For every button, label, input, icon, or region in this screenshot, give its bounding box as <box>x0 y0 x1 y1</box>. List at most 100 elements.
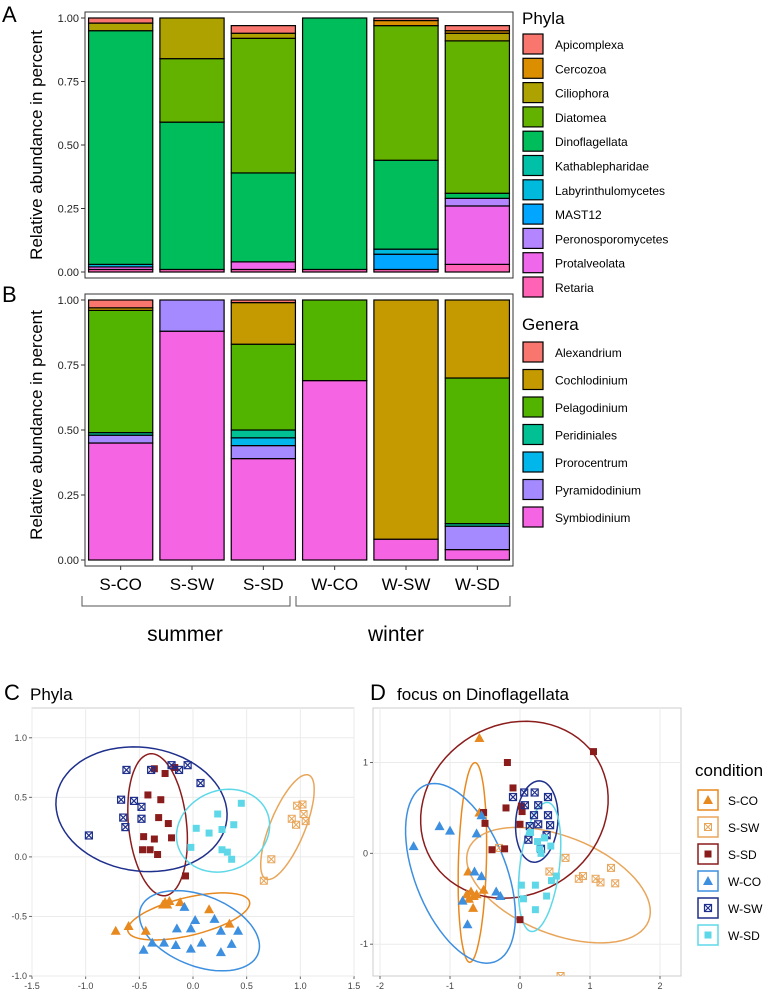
point-C-W-SW-11-cross <box>184 761 192 769</box>
bar-B-W-CO-Symbiodinium <box>301 380 368 561</box>
point-D-S-SD-6 <box>516 820 524 828</box>
point-C-W-SD-8 <box>187 843 195 851</box>
point-C-W-CO-0 <box>179 901 190 911</box>
point-D-S-SW-9-cross <box>495 844 503 852</box>
point-C-S-CO-3 <box>162 899 173 909</box>
panel-c-title: Phyla <box>30 685 73 704</box>
point-C-W-SW-10-box <box>174 765 184 775</box>
point-D-W-SW-6-cross <box>544 811 552 819</box>
point-C-W-SD-4 <box>192 824 200 832</box>
point-D-S-SW-0-cross <box>562 854 569 862</box>
panel-b-legend-title: Genera <box>522 315 579 334</box>
point-C-W-SW-5-box <box>137 802 146 811</box>
bar-A-W-SW-MAST12 <box>373 253 439 271</box>
panel-letter-c: C <box>4 680 20 705</box>
point-D-S-SW-1-box <box>574 874 583 883</box>
point-C-W-SD-2 <box>218 825 226 833</box>
point-C-W-SW-5 <box>137 802 146 811</box>
panel-D-plot: -2 -1 0 1 2 -1 0 1 <box>360 707 682 990</box>
legend-key-Pyramidodinium <box>522 478 544 501</box>
legend-key-Protalveolata <box>522 252 544 274</box>
point-C-W-CO-12 <box>226 938 237 948</box>
legend-key-Labyrinthulomycetes <box>522 179 544 201</box>
panel-B-ytick-label: 0.75 <box>58 360 79 372</box>
point-D-S-SW-4 <box>607 863 615 872</box>
point-D-W-CO-8 <box>462 919 473 929</box>
legend-label-Labyrinthulomycetes: Labyrinthulomycetes <box>555 184 665 198</box>
point-D-W-SD-7 <box>548 877 555 885</box>
point-D-S-CO-7 <box>461 889 472 899</box>
point-D-W-SD-8 <box>552 872 560 880</box>
point-D-S-SW-7 <box>545 867 554 876</box>
panel-C-ytick-label: -0.5 <box>11 911 27 921</box>
point-C-S-SW-5 <box>292 820 301 829</box>
panel-letter-b: B <box>2 282 17 307</box>
point-C-W-CO-13 <box>171 923 182 933</box>
bar-A-W-SD-Dinoflagellata <box>444 192 511 199</box>
point-D-S-SW-3-cross <box>597 879 604 886</box>
bar-A-W-SW-Dinoflagellata <box>373 159 439 250</box>
point-D-S-CO-9 <box>478 884 489 894</box>
point-C-S-CO-7 <box>204 904 215 914</box>
point-C-S-SW-5-box <box>292 820 301 829</box>
ellipse-D-W-CO <box>404 782 517 964</box>
legend-label-Dinoflagellata: Dinoflagellata <box>555 135 628 149</box>
bar-B-W-SD-Symbiodinium <box>444 548 511 561</box>
bar-A-W-SD-Protalveolata <box>444 205 511 265</box>
point-C-W-CO-6 <box>147 937 158 947</box>
point-C-S-CO-8 <box>224 918 235 928</box>
bar-A-W-SW-Labyrinthulomycetes <box>373 248 439 255</box>
point-C-S-SD-3 <box>144 791 152 799</box>
point-D-W-CO-9 <box>476 871 487 881</box>
panel-C-xtick-label: 0.5 <box>240 981 253 990</box>
point-D-S-SW-1 <box>574 874 583 883</box>
point-D-W-SW-7 <box>529 811 539 820</box>
condition-legend-label-S-SD: S-SD <box>728 848 757 862</box>
point-D-S-SD-1 <box>480 808 488 816</box>
ellipse-D-S-SD <box>419 720 609 899</box>
point-C-S-SW-2-cross <box>302 817 310 825</box>
point-D-S-SW-3 <box>596 878 605 887</box>
point-C-W-SW-0-cross <box>123 766 130 774</box>
panel-B-ytick-label: 1.00 <box>58 295 79 307</box>
point-D-S-SW-8 <box>579 872 587 881</box>
point-C-W-SW-9 <box>84 831 93 840</box>
point-C-S-SW-3-cross <box>293 802 301 810</box>
bar-B-S-SD-Alexandrium <box>230 299 297 304</box>
ellipse-C-W-SW <box>55 746 228 873</box>
bar-B-W-SW-Cochlodinium <box>373 299 439 540</box>
legend-label-Cercozoa: Cercozoa <box>555 62 607 76</box>
point-D-S-SW-6 <box>556 972 565 976</box>
bar-A-S-SW-Dinoflagellata <box>159 121 225 271</box>
point-D-W-SD-4 <box>536 845 544 853</box>
legend-key-Ciliophora <box>522 81 544 104</box>
point-C-W-SW-0 <box>122 765 131 775</box>
point-D-W-SW-9-cross <box>534 820 542 828</box>
panel-b-ylabel: Relative abundance in percent <box>27 310 46 540</box>
ellipse-C-W-CO <box>138 889 261 972</box>
point-D-S-SD-2 <box>509 784 517 792</box>
panel-D-xtick-label: 1 <box>587 981 592 990</box>
point-D-W-SW-8-cross <box>546 821 554 829</box>
condition-legend-label-W-CO: W-CO <box>728 875 761 889</box>
bar-A-S-SD-Dinoflagellata <box>230 172 297 263</box>
bar-B-S-SD-Pyramidodinium <box>230 445 297 460</box>
point-C-W-SD-3 <box>205 829 213 837</box>
legend-key-Retaria <box>522 276 544 298</box>
point-C-W-SW-10 <box>174 765 184 775</box>
point-C-S-CO-5 <box>140 925 151 935</box>
legend-label-Protalveolata: Protalveolata <box>555 257 625 271</box>
point-D-S-SD-8 <box>590 748 597 756</box>
point-C-S-SD-1 <box>161 770 169 778</box>
point-D-S-SD-4 <box>481 819 489 827</box>
condition-legend-symbol-S-SD <box>704 850 712 858</box>
panel-D-xtick-label: 0 <box>517 981 522 990</box>
panel-d-title: focus on Dinoflagellata <box>397 685 570 704</box>
legend-key-Dinoflagellata <box>522 130 544 152</box>
panel-A-ytick-label: 0.00 <box>58 267 79 279</box>
panel-A-frame <box>84 11 514 279</box>
point-C-S-SW-7-box <box>259 876 268 885</box>
condition-legend-symbol-W-SW-cross <box>704 904 712 912</box>
point-C-S-SW-6-cross <box>267 855 275 863</box>
